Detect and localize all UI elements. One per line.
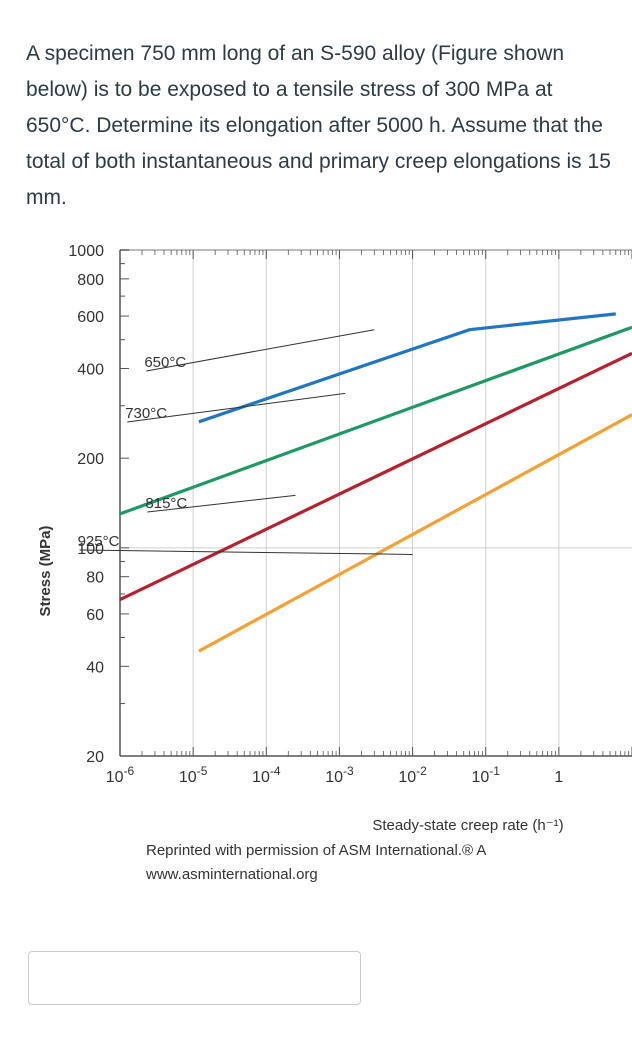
x-tick-label: 10-6 [106,764,135,786]
y-tick-label: 60 [86,607,104,624]
answer-input[interactable] [28,951,361,1005]
annotation-leader [146,329,375,372]
y-axis-label: Stress (MPa) [37,526,54,617]
y-tick-label: 80 [86,570,104,587]
creep-chart: 1000 800 600 400 200 100 80 60 40 20 10-6 10-5 10-4 1… [0,236,632,936]
axis-ticks [119,249,632,757]
x-tick-label: 10-5 [179,764,208,786]
x-axis-label: Steady-state creep rate (h⁻¹) [372,817,563,834]
annotation-leader [147,494,296,513]
series-annotation: 650°C [144,354,186,371]
annotation-leader [79,549,413,555]
x-tick-label: 10-3 [325,764,354,786]
series-lines [119,312,632,653]
series-line-650c [198,312,616,424]
y-tick-label: 40 [86,659,104,676]
y-tick-label: 200 [77,451,104,468]
annotation-leader [127,392,346,423]
y-tick-label: 800 [77,272,104,289]
x-tick-label: 10-1 [471,764,500,786]
x-tick-label: 10-2 [398,764,427,786]
y-tick-label: 1000 [68,243,104,260]
question-text: A specimen 750 mm long of an S-590 alloy… [26,42,611,209]
y-tick-label: 20 [86,749,104,766]
series-annotation: 815°C [145,495,187,512]
x-tick-label: 1 [554,769,563,786]
y-tick-label: 100 [77,541,104,558]
series-line-730c [119,325,632,516]
credit-line-1: Reprinted with permission of ASM Interna… [146,842,486,859]
series-line-815c [119,351,632,602]
series-annotation: 925°C [78,533,120,550]
y-tick-label: 400 [77,362,104,379]
x-tick-label: 10-4 [252,764,281,786]
grid [119,249,632,757]
series-line-925c [198,413,632,653]
y-tick-label: 600 [77,309,104,326]
credit-line-2: www.asminternational.org [145,866,318,883]
